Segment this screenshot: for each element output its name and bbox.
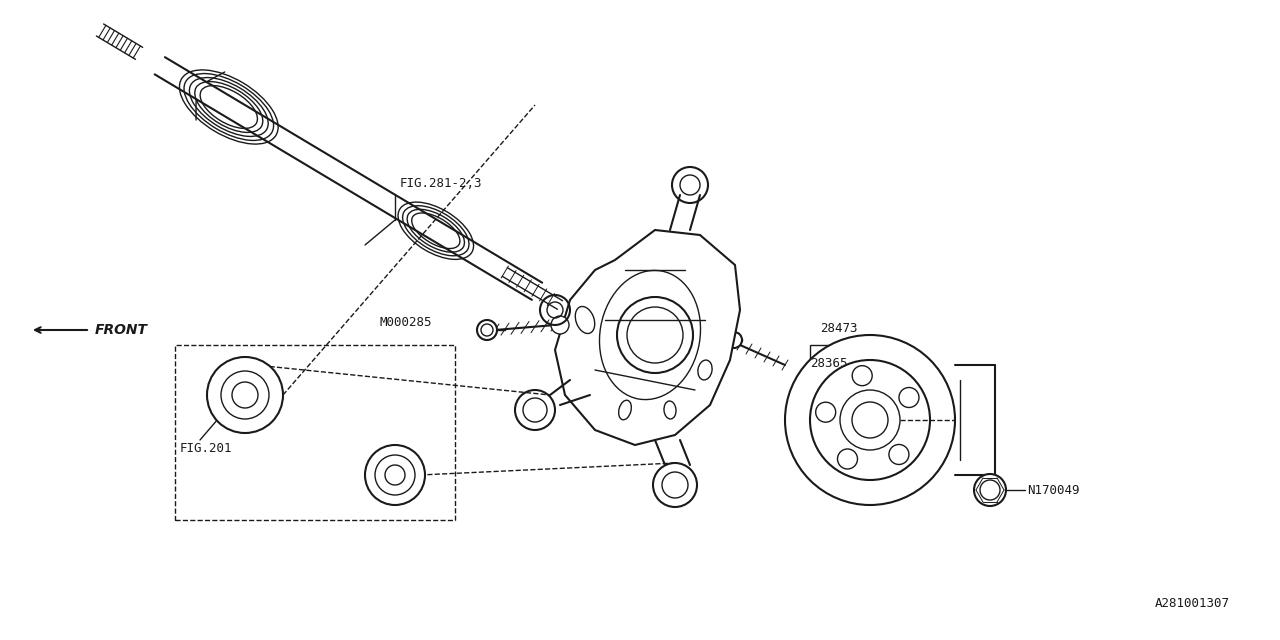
Bar [175, 345, 454, 520]
Circle shape [888, 444, 909, 465]
Text: FIG.201: FIG.201 [180, 442, 233, 454]
Text: M000285: M000285 [380, 316, 433, 328]
Circle shape [785, 335, 955, 505]
Text: 28473: 28473 [820, 322, 858, 335]
Circle shape [815, 402, 836, 422]
Circle shape [477, 320, 497, 340]
Circle shape [837, 449, 858, 469]
Text: FIG.281-2,3: FIG.281-2,3 [399, 177, 483, 190]
Text: FRONT: FRONT [95, 323, 148, 337]
Text: 28365: 28365 [810, 357, 847, 370]
Circle shape [899, 387, 919, 408]
Bar [810, 345, 910, 465]
Text: A281001307: A281001307 [1155, 597, 1230, 610]
Circle shape [974, 474, 1006, 506]
Circle shape [852, 365, 872, 386]
Circle shape [207, 357, 283, 433]
Text: N170049: N170049 [1027, 483, 1079, 497]
Circle shape [550, 316, 570, 334]
Circle shape [365, 445, 425, 505]
Circle shape [726, 332, 742, 348]
Polygon shape [556, 230, 740, 445]
